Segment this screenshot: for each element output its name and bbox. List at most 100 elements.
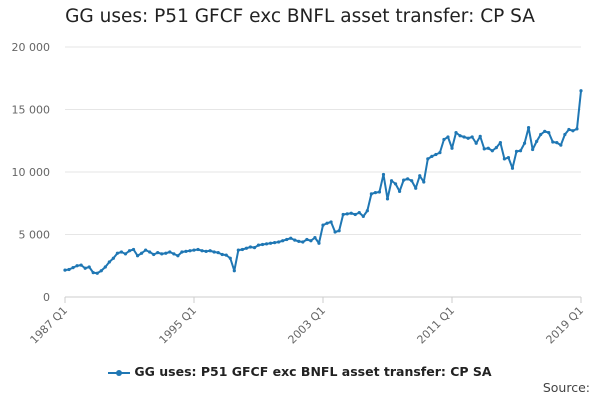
data-point[interactable] [361, 214, 365, 218]
data-point[interactable] [474, 141, 478, 145]
data-point[interactable] [369, 192, 373, 196]
data-point[interactable] [172, 252, 176, 256]
data-point[interactable] [555, 141, 559, 145]
data-point[interactable] [418, 174, 422, 178]
data-point[interactable] [131, 247, 136, 252]
data-point[interactable] [111, 256, 115, 260]
data-point[interactable] [273, 241, 277, 245]
data-point[interactable] [63, 268, 67, 272]
data-point[interactable] [317, 241, 321, 245]
data-point[interactable] [349, 211, 353, 215]
data-point[interactable] [406, 177, 410, 181]
data-point[interactable] [119, 250, 124, 254]
data-point[interactable] [103, 265, 107, 269]
data-point[interactable] [341, 212, 345, 217]
data-point[interactable] [204, 249, 208, 253]
data-point[interactable] [345, 212, 349, 216]
data-point[interactable] [567, 127, 571, 132]
data-point[interactable] [494, 146, 498, 150]
data-point[interactable] [115, 251, 120, 255]
series-line[interactable] [64, 90, 582, 275]
data-point[interactable] [212, 250, 216, 254]
data-point[interactable] [510, 166, 515, 170]
data-point[interactable] [385, 197, 390, 201]
data-point[interactable] [236, 248, 240, 252]
data-point[interactable] [220, 252, 224, 257]
data-point[interactable] [397, 189, 402, 193]
data-point[interactable] [531, 147, 535, 152]
data-point[interactable] [365, 209, 369, 213]
data-point[interactable] [297, 239, 301, 243]
data-point[interactable] [482, 147, 486, 151]
data-point[interactable] [526, 126, 531, 130]
data-point[interactable] [422, 180, 426, 184]
data-point[interactable] [200, 249, 204, 253]
data-point[interactable] [514, 149, 519, 153]
data-point[interactable] [442, 137, 446, 142]
data-point[interactable] [329, 220, 333, 224]
data-point[interactable] [498, 141, 502, 145]
data-point[interactable] [446, 135, 450, 139]
data-point[interactable] [357, 211, 361, 215]
data-point[interactable] [99, 269, 103, 273]
data-point[interactable] [264, 242, 269, 246]
data-point[interactable] [192, 248, 196, 252]
data-point[interactable] [462, 135, 466, 139]
data-point[interactable] [107, 260, 111, 264]
data-point[interactable] [75, 264, 79, 268]
data-point[interactable] [450, 146, 454, 150]
data-point[interactable] [277, 240, 281, 244]
data-point[interactable] [164, 251, 168, 255]
source-label[interactable]: Source: [542, 380, 590, 395]
data-point[interactable] [454, 131, 458, 135]
data-point[interactable] [208, 249, 212, 253]
data-point[interactable] [402, 178, 406, 182]
data-point[interactable] [522, 141, 527, 145]
data-point[interactable] [547, 131, 551, 135]
data-point[interactable] [571, 129, 575, 133]
data-point[interactable] [325, 221, 329, 225]
legend[interactable]: GG uses: P51 GFCF exc BNFL asset transfe… [0, 364, 600, 379]
data-point[interactable] [168, 250, 172, 254]
data-point[interactable] [135, 254, 140, 258]
data-point[interactable] [184, 249, 188, 253]
data-point[interactable] [414, 186, 418, 190]
data-point[interactable] [260, 242, 265, 247]
data-point[interactable] [268, 241, 273, 245]
data-point[interactable] [240, 247, 244, 252]
data-point[interactable] [91, 271, 95, 275]
data-point[interactable] [434, 152, 438, 157]
data-point[interactable] [216, 251, 220, 255]
data-point[interactable] [410, 179, 414, 183]
data-point[interactable] [333, 230, 337, 234]
data-point[interactable] [309, 239, 313, 243]
data-point[interactable] [67, 267, 71, 272]
data-point[interactable] [377, 190, 382, 194]
data-point[interactable] [301, 240, 305, 244]
data-point[interactable] [152, 252, 156, 257]
data-point[interactable] [373, 191, 378, 195]
data-point[interactable] [95, 271, 99, 275]
data-point[interactable] [180, 250, 184, 254]
data-point[interactable] [551, 140, 555, 144]
data-point[interactable] [244, 246, 249, 250]
data-point[interactable] [293, 238, 297, 242]
data-point[interactable] [393, 182, 398, 186]
data-point[interactable] [196, 247, 200, 252]
data-point[interactable] [381, 172, 386, 177]
data-point[interactable] [389, 179, 394, 183]
data-point[interactable] [79, 263, 83, 267]
data-point[interactable] [252, 246, 257, 250]
data-point[interactable] [438, 151, 442, 155]
data-point[interactable] [188, 249, 192, 253]
data-point[interactable] [426, 157, 430, 161]
data-point[interactable] [563, 132, 567, 137]
data-point[interactable] [224, 253, 228, 257]
data-point[interactable] [543, 129, 547, 133]
data-point[interactable] [228, 256, 232, 260]
data-point[interactable] [575, 127, 579, 131]
data-point[interactable] [502, 157, 507, 161]
data-point[interactable] [559, 143, 563, 147]
series-group[interactable] [63, 89, 583, 275]
data-point[interactable] [176, 254, 180, 258]
